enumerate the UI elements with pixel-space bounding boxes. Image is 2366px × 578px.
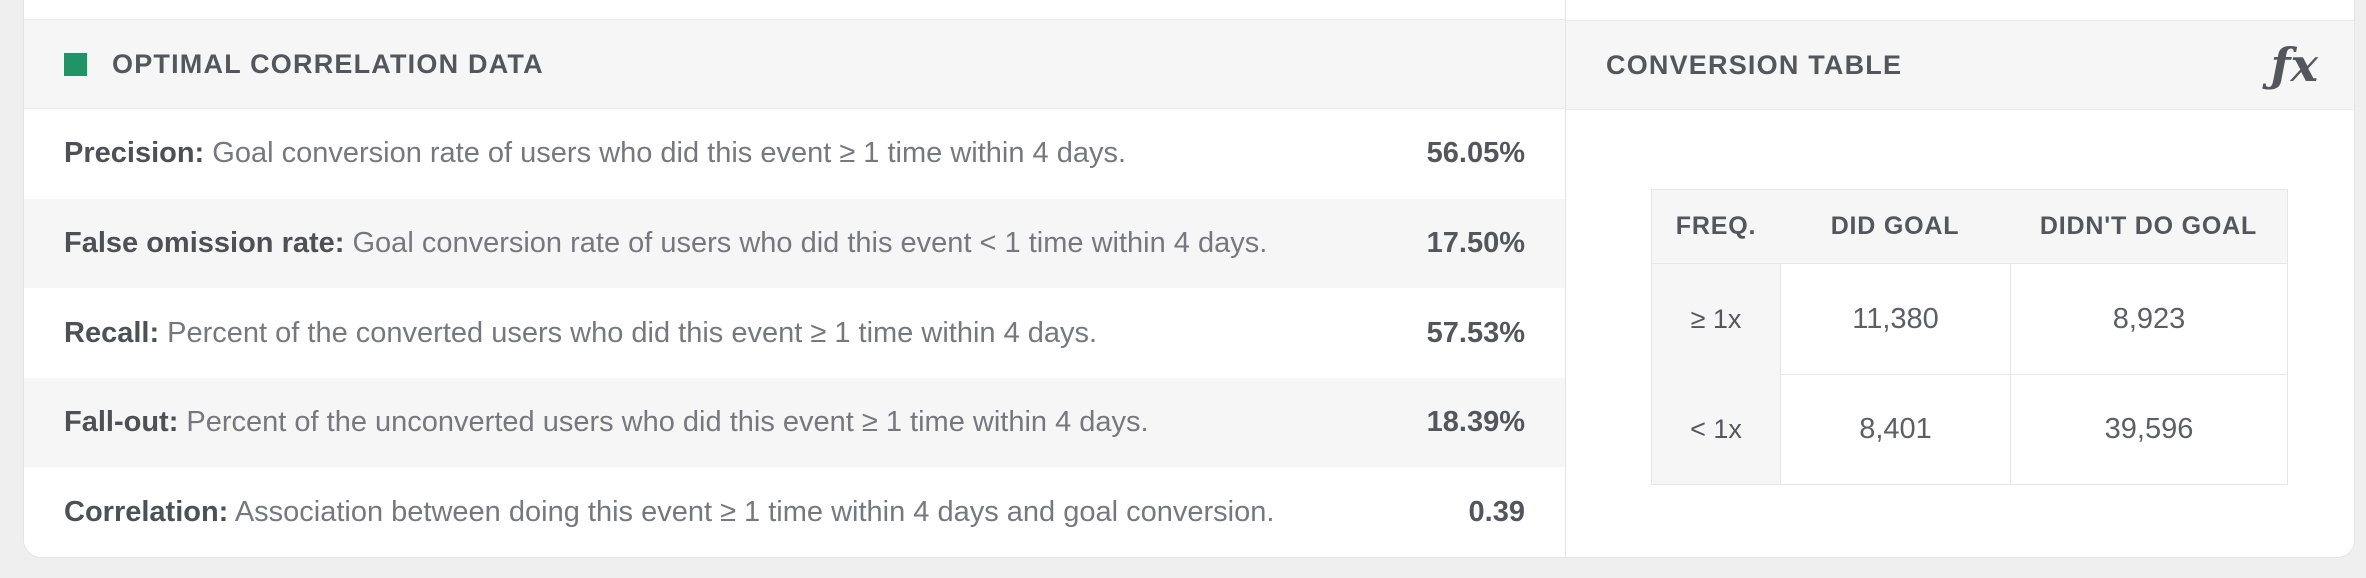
correlation-card: OPTIMAL CORRELATION DATA Precision: Goal…	[23, 0, 2355, 558]
column-header-didnt-do-goal: DIDN'T DO GOAL	[2010, 190, 2287, 264]
conversion-table-area: FREQ. DID GOAL DIDN'T DO GOAL ≥ 1x 11,38…	[1566, 110, 2354, 557]
stat-label: False omission rate:	[64, 226, 345, 259]
stat-value: 18.39%	[1426, 406, 1525, 439]
freq-cell-gte-1x: ≥ 1x	[1652, 264, 1780, 374]
did-goal-cell: 8,401	[1780, 374, 2010, 484]
stat-value: 57.53%	[1426, 316, 1525, 349]
formula-fx-icon[interactable]: ƒx	[2270, 38, 2318, 92]
stat-value: 17.50%	[1426, 226, 1525, 259]
card-top-spacer	[24, 0, 1565, 20]
optimal-correlation-header: OPTIMAL CORRELATION DATA	[24, 19, 1565, 110]
stat-description: Association between doing this event ≥ 1…	[234, 495, 1275, 528]
stat-label: Recall:	[64, 316, 160, 349]
didnt-do-goal-cell: 8,923	[2010, 264, 2287, 374]
did-goal-cell: 11,380	[1780, 264, 2010, 374]
stat-description: Goal conversion rate of users who did th…	[352, 226, 1268, 259]
didnt-do-goal-cell: 39,596	[2010, 374, 2287, 484]
stat-value: 56.05%	[1426, 137, 1525, 170]
stat-label: Fall-out:	[64, 406, 179, 439]
stat-row-fall-out: Fall-out: Percent of the unconverted use…	[24, 377, 1565, 468]
conversion-table-panel: CONVERSION TABLE ƒx FREQ. DID GOAL DIDN'…	[1565, 0, 2354, 557]
freq-cell-lt-1x: < 1x	[1652, 374, 1780, 484]
stat-label: Precision:	[64, 137, 205, 170]
stat-row-recall: Recall: Percent of the converted users w…	[24, 288, 1565, 378]
column-header-did-goal: DID GOAL	[1780, 190, 2010, 264]
stat-text: Precision: Goal conversion rate of users…	[64, 137, 1397, 170]
column-header-freq: FREQ.	[1652, 190, 1780, 264]
conversion-table-title: CONVERSION TABLE	[1606, 49, 1903, 80]
stat-text: Correlation: Association between doing t…	[64, 496, 1439, 529]
stat-text: Recall: Percent of the converted users w…	[64, 317, 1397, 350]
optimal-correlation-panel: OPTIMAL CORRELATION DATA Precision: Goal…	[24, 0, 1565, 557]
stat-label: Correlation:	[64, 495, 229, 528]
stat-text: False omission rate: Goal conversion rat…	[64, 227, 1397, 260]
conversion-table: FREQ. DID GOAL DIDN'T DO GOAL ≥ 1x 11,38…	[1651, 189, 2288, 485]
card-top-spacer	[1566, 0, 2354, 20]
stat-row-precision: Precision: Goal conversion rate of users…	[24, 109, 1565, 199]
stat-description: Percent of the unconverted users who did…	[186, 406, 1149, 439]
stat-row-correlation: Correlation: Association between doing t…	[24, 467, 1565, 557]
stat-row-false-omission-rate: False omission rate: Goal conversion rat…	[24, 198, 1565, 289]
stat-value: 0.39	[1468, 495, 1525, 528]
stat-description: Goal conversion rate of users who did th…	[212, 137, 1127, 170]
optimal-correlation-title: OPTIMAL CORRELATION DATA	[112, 48, 544, 79]
event-legend-swatch	[64, 52, 87, 76]
stat-description: Percent of the converted users who did t…	[167, 316, 1098, 349]
conversion-table-header: CONVERSION TABLE ƒx	[1566, 20, 2354, 110]
stat-text: Fall-out: Percent of the unconverted use…	[64, 406, 1397, 439]
